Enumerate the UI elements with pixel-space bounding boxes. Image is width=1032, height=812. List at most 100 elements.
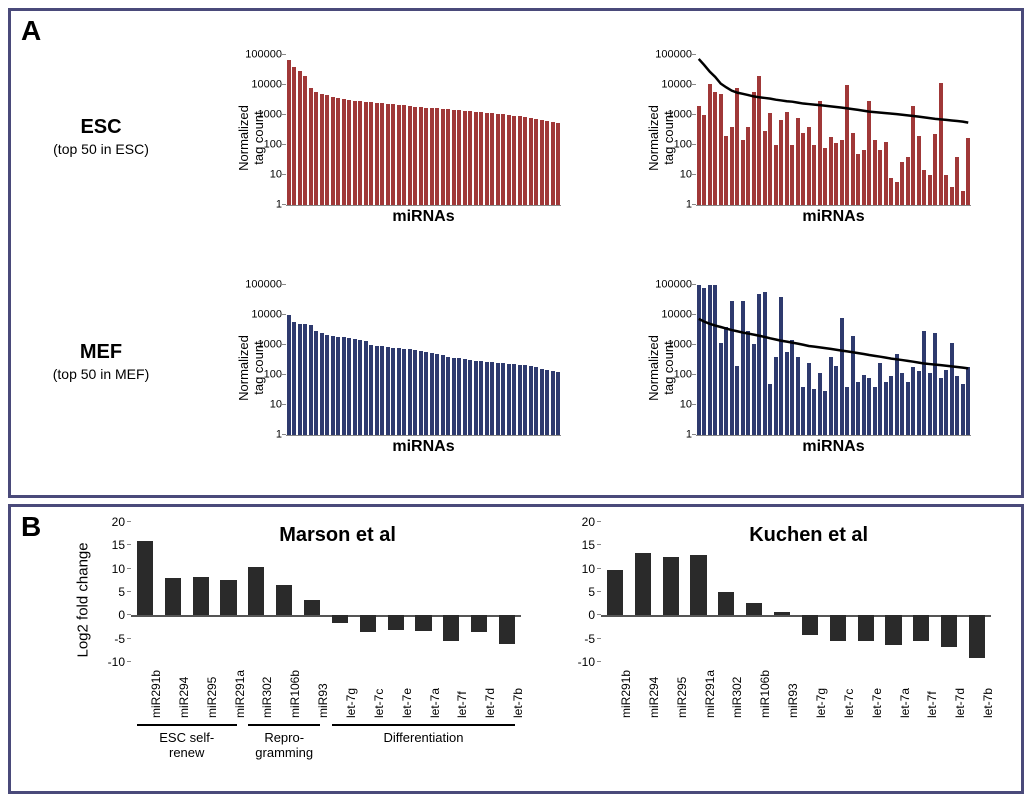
bar: [298, 71, 302, 205]
bar: [523, 117, 527, 205]
b-y-tick: 10: [112, 563, 131, 575]
y-axis-label: Normalizedtag count: [236, 78, 266, 198]
bar: [463, 359, 467, 435]
bar: [292, 67, 296, 205]
b-y-tick: 10: [582, 563, 601, 575]
bar: [435, 108, 439, 205]
bar: [790, 340, 794, 435]
b-bar: [220, 580, 236, 615]
bar: [944, 175, 948, 205]
bar: [452, 358, 456, 435]
bar: [309, 325, 313, 435]
b-x-label: let-7c: [842, 689, 856, 718]
bar: [878, 150, 882, 205]
b-bar: [304, 600, 320, 615]
bar: [336, 98, 340, 205]
b-y-tick: -5: [584, 633, 601, 645]
bar: [906, 382, 910, 435]
bar: [708, 84, 712, 205]
bar: [724, 136, 728, 205]
bar: [730, 301, 734, 435]
bar: [746, 127, 750, 205]
bar: [303, 76, 307, 205]
bar: [556, 123, 560, 205]
bar: [369, 102, 373, 205]
b-bar: [941, 615, 957, 647]
b-bar: [165, 578, 181, 615]
bar: [347, 100, 351, 205]
b-x-label: miR106b: [758, 670, 772, 718]
bar: [529, 118, 533, 205]
b-bar: [248, 567, 264, 615]
bar: [878, 363, 882, 435]
b-group-label: Differentiation: [332, 730, 515, 745]
bar: [867, 101, 871, 205]
b-x-label: let-7a: [898, 688, 912, 718]
bar: [889, 376, 893, 435]
y-tick: 100: [264, 370, 286, 381]
bar: [518, 365, 522, 435]
panel-a-letter: A: [21, 15, 41, 47]
bar: [408, 349, 412, 435]
y-tick: 10: [680, 170, 696, 181]
bar: [785, 112, 789, 205]
bar: [862, 375, 866, 435]
bar: [441, 109, 445, 205]
bar: [534, 119, 538, 205]
bar: [331, 97, 335, 205]
bar: [768, 384, 772, 435]
row-sublabel-esc: (top 50 in ESC): [31, 141, 171, 157]
b-y-tick: -10: [578, 656, 601, 668]
bar: [889, 178, 893, 205]
bar: [774, 145, 778, 205]
b-x-label: miR93: [316, 683, 330, 718]
bar: [845, 85, 849, 205]
b-bar: [193, 577, 209, 615]
b-bar: [332, 615, 348, 623]
bar: [873, 387, 877, 435]
bar: [829, 357, 833, 435]
b-plot: -10-505101520: [601, 522, 991, 662]
bar: [358, 340, 362, 435]
bar: [551, 371, 555, 435]
b-x-label: miR291a: [233, 670, 247, 718]
panel-a-chart: 110100100010000100000Normalizedtag count…: [636, 286, 976, 456]
bar: [534, 367, 538, 435]
bar: [735, 88, 739, 205]
y-tick: 100000: [245, 280, 286, 291]
bar: [895, 354, 899, 435]
bar: [397, 348, 401, 435]
b-x-label: miR291a: [703, 670, 717, 718]
bar: [697, 106, 701, 205]
b-bar: [471, 615, 487, 631]
bar: [944, 370, 948, 435]
bar: [895, 182, 899, 205]
bar: [435, 354, 439, 435]
b-group-line: [248, 724, 320, 726]
b-x-label: miR295: [675, 677, 689, 718]
bar: [928, 373, 932, 435]
bar: [551, 122, 555, 205]
bar: [463, 111, 467, 205]
bar: [790, 145, 794, 205]
bar: [724, 327, 728, 435]
bar: [424, 352, 428, 435]
b-x-label: miR291b: [619, 670, 633, 718]
b-y-tick: 20: [582, 516, 601, 528]
bar: [474, 361, 478, 435]
b-x-label: let-7f: [455, 691, 469, 718]
b-x-label: let-7e: [870, 688, 884, 718]
panel-b-chart: Marson et al-10-505101520Log2 fold chang…: [96, 522, 526, 782]
bar: [540, 369, 544, 435]
bar: [933, 333, 937, 435]
bar: [900, 373, 904, 435]
bar: [430, 108, 434, 205]
b-bar: [635, 553, 651, 616]
bar: [386, 347, 390, 435]
b-x-label: let-7a: [428, 688, 442, 718]
y-tick: 100000: [655, 280, 696, 291]
panel-b-letter: B: [21, 511, 41, 543]
bar: [735, 366, 739, 435]
bar: [479, 361, 483, 435]
bar: [501, 114, 505, 205]
